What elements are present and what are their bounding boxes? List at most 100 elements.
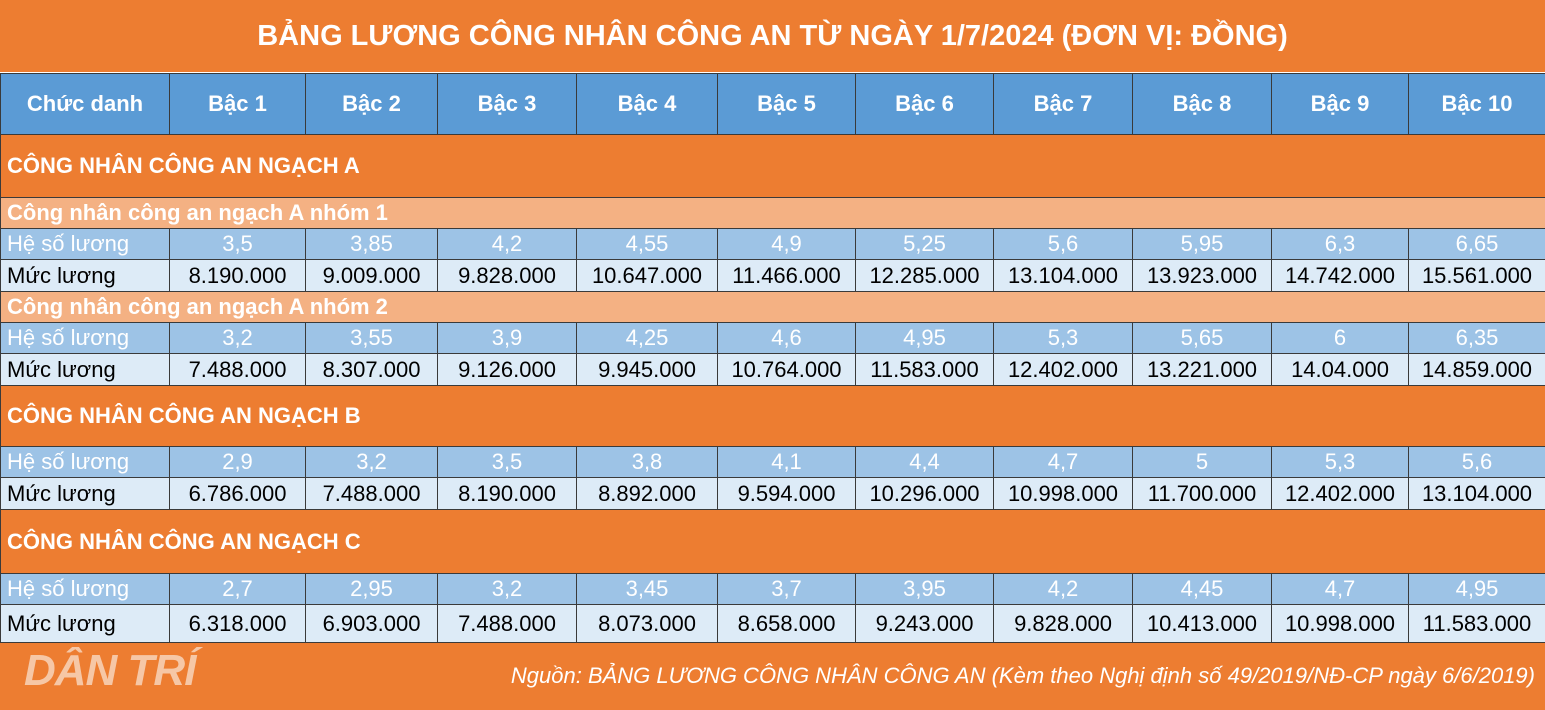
table-cell: 4,45 xyxy=(1132,573,1272,605)
table-cell: 10.647.000 xyxy=(576,259,718,292)
table-cell: 13.104.000 xyxy=(993,259,1133,292)
table-cell: 3,45 xyxy=(576,573,718,605)
table-cell: 10.296.000 xyxy=(855,477,994,510)
table-cell: 2,9 xyxy=(169,446,306,478)
salary-row: Mức lương 6.786.000 7.488.000 8.190.000 … xyxy=(0,477,1545,510)
row-label: Hệ số lương xyxy=(0,446,170,478)
table-cell: 3,5 xyxy=(169,228,306,260)
table-cell: 7.488.000 xyxy=(169,353,306,386)
table-cell: 2,95 xyxy=(305,573,438,605)
table-cell: 14.742.000 xyxy=(1271,259,1409,292)
coefficient-row: Hệ số lương 2,9 3,2 3,5 3,8 4,1 4,4 4,7 … xyxy=(0,446,1545,478)
coefficient-row: Hệ số lương 3,2 3,55 3,9 4,25 4,6 4,95 5… xyxy=(0,322,1545,354)
table-cell: 13.104.000 xyxy=(1408,477,1545,510)
table-cell: 8.073.000 xyxy=(576,604,718,643)
group-row-a1: Công nhân công an ngạch A nhóm 1 xyxy=(0,197,1545,229)
table-cell: 3,2 xyxy=(305,446,438,478)
table-cell: 10.998.000 xyxy=(1271,604,1409,643)
column-header: Bậc 2 xyxy=(305,73,438,135)
table-cell: 4,55 xyxy=(576,228,718,260)
section-row-c: CÔNG NHÂN CÔNG AN NGẠCH C xyxy=(0,509,1545,574)
table-cell: 3,55 xyxy=(305,322,438,354)
column-header: Bậc 7 xyxy=(993,73,1133,135)
table-cell: 4,1 xyxy=(717,446,856,478)
column-header: Bậc 4 xyxy=(576,73,718,135)
row-label: Mức lương xyxy=(0,353,170,386)
salary-row: Mức lương 7.488.000 8.307.000 9.126.000 … xyxy=(0,353,1545,386)
table-cell: 7.488.000 xyxy=(437,604,577,643)
source-note: Nguồn: BẢNG LƯƠNG CÔNG NHÂN CÔNG AN (Kèm… xyxy=(510,663,1535,688)
page-title: BẢNG LƯƠNG CÔNG NHÂN CÔNG AN TỪ NGÀY 1/7… xyxy=(0,0,1545,73)
table-cell: 5,6 xyxy=(1408,446,1545,478)
table-cell: 4,2 xyxy=(437,228,577,260)
table-cell: 3,85 xyxy=(305,228,438,260)
table-cell: 2,7 xyxy=(169,573,306,605)
table-cell: 4,6 xyxy=(717,322,856,354)
table-cell: 10.764.000 xyxy=(717,353,856,386)
table-cell: 8.892.000 xyxy=(576,477,718,510)
group-row-a2: Công nhân công an ngạch A nhóm 2 xyxy=(0,291,1545,323)
coefficient-row: Hệ số lương 3,5 3,85 4,2 4,55 4,9 5,25 5… xyxy=(0,228,1545,260)
footer: DÂN TRÍ Nguồn: BẢNG LƯƠNG CÔNG NHÂN CÔNG… xyxy=(0,645,1545,710)
table-cell: 8.190.000 xyxy=(169,259,306,292)
table-cell: 4,4 xyxy=(855,446,994,478)
salary-row: Mức lương 8.190.000 9.009.000 9.828.000 … xyxy=(0,259,1545,292)
row-label: Hệ số lương xyxy=(0,228,170,260)
dantri-logo: DÂN TRÍ xyxy=(24,647,204,691)
table-cell: 6,35 xyxy=(1408,322,1545,354)
table-cell: 9.594.000 xyxy=(717,477,856,510)
table-cell: 11.466.000 xyxy=(717,259,856,292)
table-cell: 9.243.000 xyxy=(855,604,994,643)
table-cell: 13.923.000 xyxy=(1132,259,1272,292)
table-cell: 5,3 xyxy=(1271,446,1409,478)
salary-table: Chức danh Bậc 1 Bậc 2 Bậc 3 Bậc 4 Bậc 5 … xyxy=(0,73,1545,643)
row-label: Hệ số lương xyxy=(0,573,170,605)
table-cell: 11.583.000 xyxy=(855,353,994,386)
table-cell: 8.307.000 xyxy=(305,353,438,386)
table-cell: 6.786.000 xyxy=(169,477,306,510)
table-cell: 15.561.000 xyxy=(1408,259,1545,292)
table-cell: 9.828.000 xyxy=(437,259,577,292)
table-cell: 3,8 xyxy=(576,446,718,478)
table-cell: 14.859.000 xyxy=(1408,353,1545,386)
coefficient-row: Hệ số lương 2,7 2,95 3,2 3,45 3,7 3,95 4… xyxy=(0,573,1545,605)
table-cell: 4,9 xyxy=(717,228,856,260)
section-title: CÔNG NHÂN CÔNG AN NGẠCH A xyxy=(0,134,1545,198)
section-row-b: CÔNG NHÂN CÔNG AN NGẠCH B xyxy=(0,385,1545,447)
column-header: Chức danh xyxy=(0,73,170,135)
table-cell: 12.402.000 xyxy=(993,353,1133,386)
table-cell: 11.583.000 xyxy=(1408,604,1545,643)
column-header: Bậc 3 xyxy=(437,73,577,135)
table-cell: 12.402.000 xyxy=(1271,477,1409,510)
row-label: Hệ số lương xyxy=(0,322,170,354)
group-title: Công nhân công an ngạch A nhóm 1 xyxy=(0,197,1545,229)
table-cell: 10.413.000 xyxy=(1132,604,1272,643)
table-cell: 12.285.000 xyxy=(855,259,994,292)
section-title: CÔNG NHÂN CÔNG AN NGẠCH C xyxy=(0,509,1545,574)
table-cell: 10.998.000 xyxy=(993,477,1133,510)
table-cell: 4,95 xyxy=(855,322,994,354)
group-title: Công nhân công an ngạch A nhóm 2 xyxy=(0,291,1545,323)
column-header: Bậc 5 xyxy=(717,73,856,135)
table-cell: 6.903.000 xyxy=(305,604,438,643)
table-cell: 3,2 xyxy=(437,573,577,605)
table-cell: 6,65 xyxy=(1408,228,1545,260)
table-cell: 3,95 xyxy=(855,573,994,605)
column-header: Bậc 1 xyxy=(169,73,306,135)
table-cell: 5,25 xyxy=(855,228,994,260)
header-row: Chức danh Bậc 1 Bậc 2 Bậc 3 Bậc 4 Bậc 5 … xyxy=(0,73,1545,135)
row-label: Mức lương xyxy=(0,604,170,643)
table-cell: 9.126.000 xyxy=(437,353,577,386)
salary-row: Mức lương 6.318.000 6.903.000 7.488.000 … xyxy=(0,604,1545,643)
table-cell: 9.945.000 xyxy=(576,353,718,386)
table-cell: 8.658.000 xyxy=(717,604,856,643)
column-header: Bậc 10 xyxy=(1408,73,1545,135)
column-header: Bậc 8 xyxy=(1132,73,1272,135)
section-row-a: CÔNG NHÂN CÔNG AN NGẠCH A xyxy=(0,134,1545,198)
table-cell: 3,2 xyxy=(169,322,306,354)
table-cell: 9.828.000 xyxy=(993,604,1133,643)
table-cell: 4,25 xyxy=(576,322,718,354)
table-cell: 3,5 xyxy=(437,446,577,478)
table-cell: 6 xyxy=(1271,322,1409,354)
table-cell: 7.488.000 xyxy=(305,477,438,510)
